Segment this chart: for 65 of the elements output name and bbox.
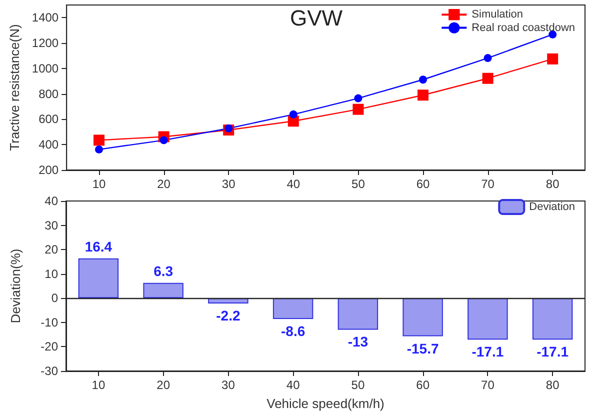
- y-axis-title: Tractive resistance(N): [7, 24, 22, 151]
- y-tick-label: 400: [38, 138, 59, 152]
- legend-label: Deviation: [529, 201, 575, 213]
- data-label: 16.4: [84, 238, 112, 254]
- point: [352, 104, 364, 115]
- y-tick-label: 600: [38, 112, 59, 126]
- point: [224, 124, 233, 132]
- bar: [338, 298, 378, 330]
- y-tick-label: 40: [44, 194, 58, 208]
- data-label: -15.7: [406, 340, 439, 356]
- y-tick-label: -30: [40, 364, 58, 378]
- x-axis-title: Vehicle speed(km/h): [266, 396, 384, 411]
- y-tick-label: 30: [44, 218, 58, 232]
- bar: [143, 282, 184, 298]
- bar: [78, 258, 119, 298]
- point: [354, 94, 362, 102]
- x-tick-label: 30: [222, 378, 236, 392]
- x-tick-label: 70: [481, 177, 495, 191]
- x-tick-label: 40: [286, 378, 300, 392]
- data-label: -8.6: [281, 323, 306, 340]
- x-tick-label: 50: [351, 378, 365, 392]
- x-tick-label: 30: [222, 177, 236, 191]
- data-label: -13: [348, 334, 368, 350]
- bar: [272, 298, 314, 320]
- y-tick-label: -20: [40, 340, 58, 354]
- point: [547, 53, 558, 64]
- y-tick-label: 0: [51, 291, 58, 306]
- point: [93, 134, 104, 146]
- y-tick-label: 1200: [32, 36, 59, 50]
- y-tick-label: 800: [38, 86, 59, 101]
- legend-label: Real road coastdown: [472, 22, 576, 34]
- data-label: 6.3: [154, 262, 174, 279]
- y-tick-label: -10: [40, 315, 58, 330]
- data-label: -17.1: [472, 344, 504, 360]
- data-label: -2.2: [216, 307, 240, 324]
- bar: [468, 298, 508, 340]
- x-tick-label: 10: [92, 378, 106, 392]
- x-tick-label: 80: [546, 378, 560, 392]
- y-axis-title: Deviation(%): [8, 248, 23, 324]
- chart-title: GVW: [290, 6, 343, 30]
- bar: [402, 298, 443, 336]
- y-tick-label: 20: [44, 242, 58, 257]
- point: [160, 136, 168, 144]
- point: [482, 72, 494, 84]
- point: [419, 76, 427, 84]
- x-tick-label: 40: [286, 177, 300, 191]
- x-tick-label: 50: [352, 177, 366, 191]
- x-tick-label: 10: [92, 177, 106, 191]
- x-tick-label: 60: [416, 177, 430, 191]
- y-tick-label: 10: [44, 266, 58, 281]
- point: [95, 145, 103, 154]
- legend-label: Simulation: [472, 8, 524, 21]
- x-tick-label: 80: [546, 177, 560, 191]
- x-tick-label: 70: [481, 378, 495, 392]
- y-tick-label: 1400: [32, 10, 59, 25]
- x-tick-label: 20: [156, 378, 170, 392]
- y-tick-label: 200: [38, 163, 59, 177]
- point: [484, 54, 492, 62]
- x-tick-label: 20: [157, 177, 171, 191]
- bar: [532, 298, 573, 340]
- y-tick-label: 1000: [32, 61, 59, 76]
- point: [418, 90, 428, 101]
- data-label: -17.1: [536, 344, 569, 360]
- point: [289, 110, 298, 118]
- x-tick-label: 60: [416, 378, 430, 392]
